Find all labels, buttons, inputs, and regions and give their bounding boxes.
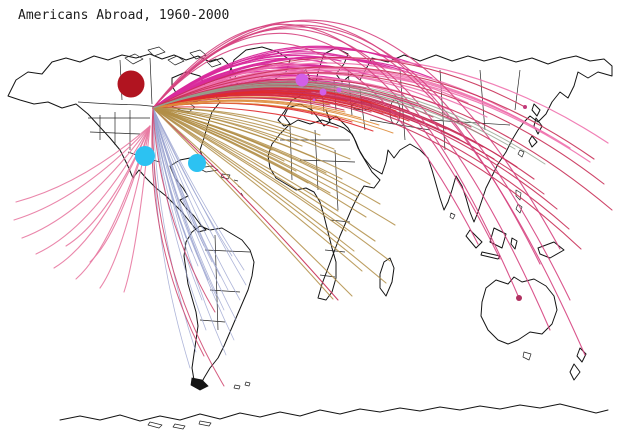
antarctica-coast <box>59 403 609 422</box>
flow-arc-africa-tan <box>152 107 334 300</box>
flow-arc-asia-crimson <box>152 89 558 210</box>
south-america-coast <box>183 225 255 387</box>
flow-arc-africa-tan <box>152 107 321 136</box>
flow-arc-africa-tan <box>152 107 396 226</box>
flow-arc-asia-gray <box>152 80 546 165</box>
flow-arc-pacific-pink <box>35 125 151 255</box>
flow-arc-europe-magenta <box>152 48 421 109</box>
madagascar <box>379 257 395 297</box>
flow-arc-oceania-high <box>152 23 520 299</box>
flow-arc-asia-gray <box>152 82 516 150</box>
flow-arc-south-america-blue <box>152 107 207 331</box>
caribbean-islands <box>197 165 244 197</box>
flow-arc-mideast-orange <box>152 102 394 134</box>
flow-arc-asia-gray <box>152 84 481 135</box>
dest-europe-tiny <box>312 98 316 102</box>
flow-arc-mideast-orange <box>152 96 330 109</box>
dest-australia-dot <box>516 295 522 301</box>
flow-arc-pacific-pink <box>13 125 151 221</box>
dest-europe-small <box>336 87 342 93</box>
flow-arc-africa-tan <box>152 107 355 252</box>
dest-europe-mid <box>319 88 327 96</box>
flow-arc-africa-tan <box>152 107 367 218</box>
flow-arc-africa-tan <box>152 107 391 262</box>
flow-arc-mideast-orange <box>152 100 380 126</box>
flow-arc-africa-tan <box>152 107 371 185</box>
flow-arc-pacific-pink <box>21 125 151 239</box>
flow-arc-asia-crimson <box>152 78 613 211</box>
flow-arc-europe-red <box>152 93 384 115</box>
flow-arc-south-america-blue <box>152 107 247 286</box>
sri-lanka <box>449 212 456 220</box>
flow-arc-pacific-pink <box>15 125 151 203</box>
flow-arc-south-america-blue <box>152 107 227 356</box>
falkland-islands <box>233 381 251 390</box>
flow-arc-south-america-blue <box>152 107 241 301</box>
indonesia-islands <box>465 227 518 260</box>
australia-coast <box>480 276 558 345</box>
hub-north-america-large <box>117 70 145 98</box>
flow-arc-europe-magenta <box>152 56 433 109</box>
flow-arc-oceania-high <box>152 42 479 245</box>
flow-arc-south-america-blue <box>152 107 237 321</box>
tasmania <box>522 351 532 361</box>
flow-arc-south-america-blue <box>152 107 235 341</box>
coastlines-layer <box>7 46 613 430</box>
flow-arc-south-america-blue <box>152 107 197 353</box>
flow-arc-south-america-crimson <box>152 107 216 313</box>
flow-arc-africa-tan <box>152 107 381 205</box>
antarctica-islands <box>147 420 212 430</box>
flow-arc-south-america-blue <box>152 107 203 301</box>
flow-arc-oceania-high <box>152 28 551 331</box>
tierra-del-fuego <box>190 377 209 391</box>
dest-uk-large <box>295 73 309 87</box>
hub-mexico-west <box>135 146 155 166</box>
africa-coast <box>267 119 381 301</box>
flow-arc-africa-tan <box>152 107 376 242</box>
new-guinea <box>537 241 565 259</box>
flow-arc-pacific-pink <box>65 125 151 247</box>
flow-arc-europe-red <box>152 106 339 129</box>
flow-arc-africa-tan <box>152 107 351 160</box>
flow-arc-africa-tan <box>152 107 353 297</box>
bubbles-layer <box>117 70 527 301</box>
japan-islands <box>528 103 543 148</box>
flow-arc-south-america-blue <box>152 107 215 239</box>
flow-arc-europe-red <box>152 91 410 122</box>
flow-arc-asia-crimson <box>152 66 595 160</box>
flow-arc-south-america-crimson <box>152 107 225 387</box>
flow-arc-africa-tan <box>152 107 359 198</box>
flow-arc-south-america-crimson <box>151 107 205 357</box>
dest-east-asia-dot <box>523 105 527 109</box>
eurasia-coast <box>277 47 613 223</box>
flow-arc-africa-tan <box>152 107 339 212</box>
arctic-islands <box>124 46 222 68</box>
flow-arc-asia-crimson <box>152 107 339 301</box>
hub-caribbean-east <box>188 154 206 172</box>
flow-arc-africa-tan <box>152 107 335 150</box>
figure-title: Americans Abroad, 1960-2000 <box>18 8 230 23</box>
flow-arc-asia-crimson <box>152 57 526 109</box>
taiwan <box>517 149 525 158</box>
flow-arc-south-america-blue <box>152 107 229 291</box>
flow-arc-africa-tan <box>152 107 387 284</box>
flow-arc-africa-tan <box>152 107 363 272</box>
flow-arc-oceania-high <box>152 24 571 301</box>
flow-arcs-layer <box>13 19 613 387</box>
